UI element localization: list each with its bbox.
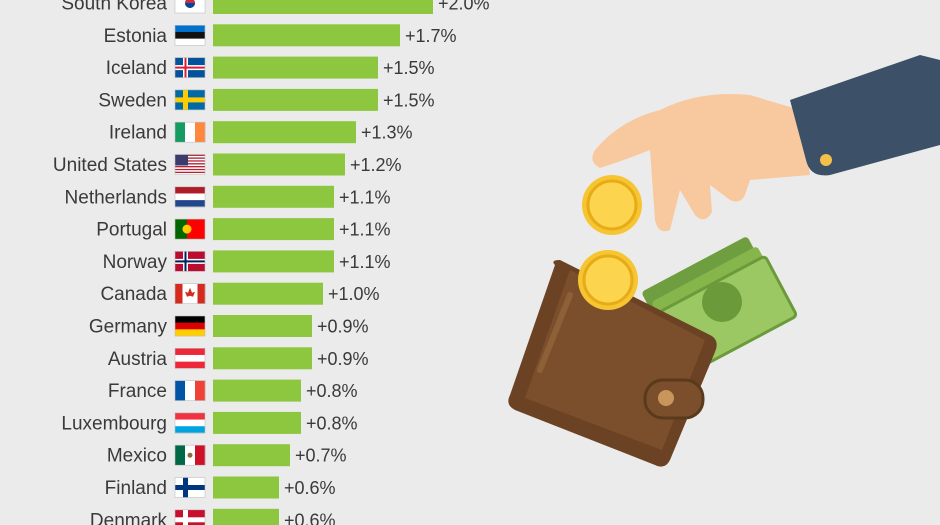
hand-icon: [592, 55, 940, 232]
bar-south-korea: [213, 0, 433, 14]
wallet-illustration: [508, 55, 940, 467]
value-label-mexico: +0.7%: [295, 446, 347, 466]
bar-portugal: [213, 218, 334, 241]
estonia-flag-icon: [174, 24, 206, 46]
united-states-flag-icon: [174, 154, 206, 175]
bar-finland: [213, 476, 279, 499]
bar-sweden: [213, 88, 378, 111]
value-label-germany: +0.9%: [317, 317, 369, 337]
category-label-germany: Germany: [89, 317, 168, 338]
ireland-flag-icon: [174, 121, 206, 143]
category-label-south-korea: South Korea: [61, 0, 167, 15]
mexico-flag-icon: [174, 444, 206, 466]
value-label-ireland: +1.3%: [361, 123, 413, 143]
category-label-iceland: Iceland: [106, 58, 167, 79]
category-label-estonia: Estonia: [104, 26, 168, 47]
value-label-united-states: +1.2%: [350, 155, 402, 175]
value-label-france: +0.8%: [306, 381, 358, 401]
bar-france: [213, 379, 301, 402]
bar-luxembourg: [213, 411, 301, 434]
sweden-flag-icon: [174, 89, 206, 111]
bar-netherlands: [213, 185, 334, 208]
category-label-denmark: Denmark: [90, 510, 168, 525]
south-korea-flag-icon: [174, 0, 206, 14]
canada-flag-icon: [174, 283, 206, 305]
category-label-norway: Norway: [103, 252, 168, 273]
value-label-canada: +1.0%: [328, 284, 380, 304]
finland-flag-icon: [174, 477, 206, 498]
value-label-finland: +0.6%: [284, 478, 336, 498]
norway-flag-icon: [174, 251, 206, 272]
wallet-icon: [508, 260, 717, 467]
category-label-united-states: United States: [53, 155, 167, 176]
category-label-ireland: Ireland: [109, 123, 167, 144]
germany-flag-icon: [174, 315, 206, 337]
category-label-austria: Austria: [108, 349, 168, 370]
bar-canada: [213, 282, 323, 305]
category-label-finland: Finland: [105, 478, 167, 499]
value-label-luxembourg: +0.8%: [306, 413, 358, 433]
bar-denmark: [213, 508, 279, 525]
category-label-sweden: Sweden: [98, 90, 167, 111]
portugal-flag-icon: [174, 218, 206, 240]
value-label-portugal: +1.1%: [339, 220, 391, 240]
category-label-luxembourg: Luxembourg: [61, 413, 167, 434]
bar-chart: South Korea +2.0% Estonia +1.7% Iceland +1.5%…: [53, 0, 490, 525]
category-label-mexico: Mexico: [107, 446, 167, 467]
denmark-flag-icon: [174, 509, 206, 525]
value-label-south-korea: +2.0%: [438, 0, 490, 14]
category-label-canada: Canada: [100, 284, 167, 305]
value-label-norway: +1.1%: [339, 252, 391, 272]
austria-flag-icon: [174, 347, 206, 369]
category-label-portugal: Portugal: [96, 220, 167, 241]
france-flag-icon: [174, 380, 206, 401]
bar-estonia: [213, 24, 400, 47]
value-label-denmark: +0.6%: [284, 510, 336, 525]
netherlands-flag-icon: [174, 186, 206, 208]
bar-mexico: [213, 444, 290, 467]
value-label-sweden: +1.5%: [383, 90, 435, 110]
iceland-flag-icon: [174, 57, 206, 78]
value-label-austria: +0.9%: [317, 349, 369, 369]
value-label-iceland: +1.5%: [383, 58, 435, 78]
category-label-france: France: [108, 381, 167, 402]
bar-ireland: [213, 121, 356, 144]
value-label-netherlands: +1.1%: [339, 187, 391, 207]
bar-iceland: [213, 56, 378, 79]
value-label-estonia: +1.7%: [405, 26, 457, 46]
luxembourg-flag-icon: [174, 412, 206, 434]
bar-austria: [213, 347, 312, 370]
bar-germany: [213, 315, 312, 337]
category-label-netherlands: Netherlands: [65, 187, 167, 208]
bar-norway: [213, 250, 334, 273]
coin-icon: [578, 175, 642, 310]
bar-united-states: [213, 153, 345, 176]
